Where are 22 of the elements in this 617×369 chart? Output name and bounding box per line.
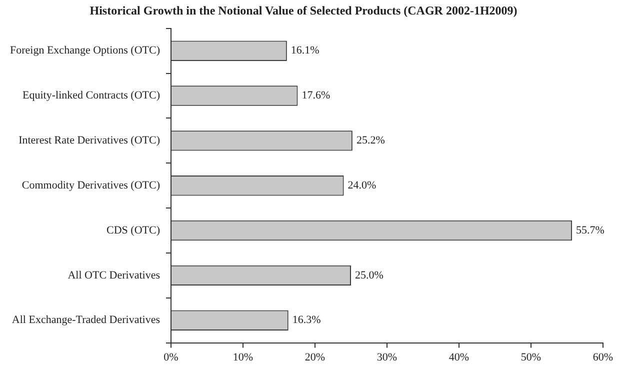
data-label: 17.6%	[302, 90, 330, 102]
data-label: 25.0%	[355, 269, 384, 282]
x-tick-label: 0%	[164, 351, 178, 364]
y-tick-label: Equity-linked Contracts (OTC)	[22, 90, 160, 102]
y-tick-label: All OTC Derivatives	[68, 269, 160, 282]
y-tick-label: CDS (OTC)	[106, 224, 160, 236]
x-tick-label: 10%	[232, 351, 254, 364]
data-label: 16.3%	[292, 314, 321, 326]
chart-title: Historical Growth in the Notional Value of Selected Products (CAGR 2002-1H2009)	[90, 3, 518, 18]
data-label: 25.2%	[356, 134, 385, 147]
y-tick-label: Interest Rate Derivatives (OTC)	[18, 134, 160, 147]
x-tick-label: 30%	[376, 351, 398, 364]
x-tick-label: 60%	[592, 351, 614, 364]
x-tick-label: 50%	[520, 351, 542, 364]
data-label: 16.1%	[290, 44, 320, 57]
y-tick-label: Foreign Exchange Options (OTC)	[10, 44, 160, 57]
y-tick-label: Commodity Derivatives (OTC)	[22, 179, 160, 192]
data-label: 55.7%	[576, 224, 604, 236]
data-label: 24.0%	[348, 179, 376, 192]
y-tick-label: All Exchange-Traded Derivatives	[12, 314, 160, 326]
x-tick-label: 20%	[304, 351, 326, 364]
x-tick-label: 40%	[448, 351, 470, 364]
